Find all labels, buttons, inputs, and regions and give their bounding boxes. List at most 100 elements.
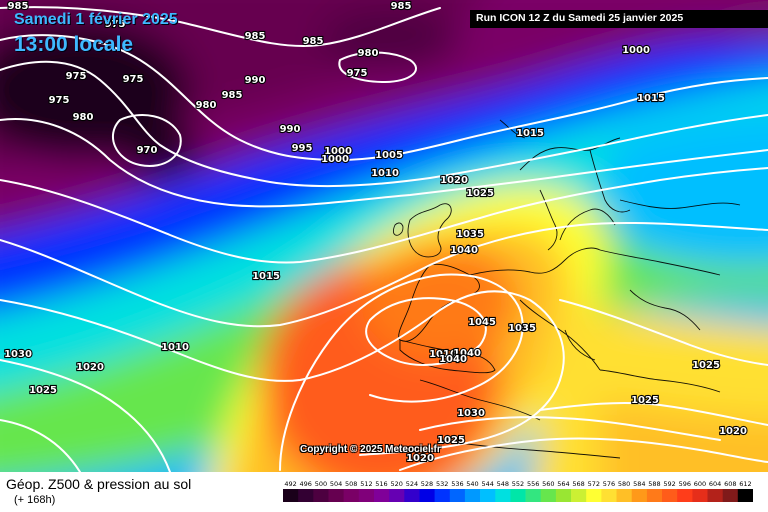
isobar-label: 980 [358, 48, 379, 59]
isobar-label: 1025 [631, 395, 659, 406]
isobar-label: 1020 [440, 175, 468, 186]
isobar-label: 1025 [29, 385, 57, 396]
scale-swatch [571, 489, 587, 502]
isobar-label: 980 [196, 100, 217, 111]
scale-tick-label: 540 [466, 480, 478, 488]
isobar-label: 975 [66, 71, 87, 82]
isobar-label: 975 [49, 95, 70, 106]
scale-swatch [662, 489, 678, 502]
isobar-label: 985 [245, 31, 266, 42]
forecast-date: Samedi 1 février 2025 [14, 11, 178, 28]
scale-tick-label: 584 [633, 480, 645, 488]
scale-swatch [313, 489, 329, 502]
isobar-label: 985 [222, 90, 243, 101]
isobar-label: 990 [245, 75, 266, 86]
scale-swatch [510, 489, 526, 502]
isobar-label: 1020 [406, 453, 434, 464]
scale-tick-label: 532 [436, 480, 448, 488]
scale-swatch [449, 489, 466, 502]
scale-swatch [616, 489, 632, 502]
isobar-label: 1030 [457, 408, 485, 419]
scale-swatch [737, 489, 753, 502]
scale-swatch [707, 489, 723, 502]
scale-tick-label: 524 [406, 480, 418, 488]
scale-tick-label: 592 [663, 480, 675, 488]
forecast-local-time: 13:00 locale [14, 33, 134, 56]
isobar-label: 1010 [429, 349, 457, 360]
scale-swatch [646, 489, 663, 502]
scale-tick-label: 492 [284, 480, 296, 488]
isobar-label: 1045 [468, 317, 496, 328]
legend-title: Géop. Z500 & pression au sol [6, 476, 192, 492]
isobar-label: 1010 [371, 168, 399, 179]
isobar-label: 975 [123, 74, 144, 85]
isobar-label: 1025 [692, 360, 720, 371]
legend-subtitle: (+ 168h) [14, 494, 56, 506]
run-info-box [470, 10, 768, 28]
scale-swatch [631, 489, 648, 502]
isobar-label: 1030 [4, 349, 32, 360]
isobar-label: 1040 [439, 354, 467, 365]
isobar-label: 995 [292, 143, 313, 154]
scale-tick-label: 596 [679, 480, 691, 488]
scale-swatch [525, 489, 542, 502]
isobar-label: 1035 [456, 229, 484, 240]
scale-swatch [586, 489, 602, 502]
scale-tick-label: 500 [315, 480, 327, 488]
isobar-label: 1020 [719, 426, 747, 437]
scale-swatch [389, 489, 405, 502]
scale-tick-label: 608 [724, 480, 736, 488]
isobar-label: 970 [137, 145, 158, 156]
scale-swatch [283, 489, 299, 502]
scale-tick-label: 528 [421, 480, 433, 488]
scale-swatch [419, 489, 435, 502]
scale-swatch [677, 489, 693, 502]
isobar-label: 1010 [161, 342, 189, 353]
isobar-label: 1015 [637, 93, 665, 104]
isobar-label: 1005 [375, 150, 403, 161]
scale-tick-label: 516 [375, 480, 387, 488]
scale-tick-label: 544 [481, 480, 493, 488]
scale-tick-label: 604 [709, 480, 721, 488]
isobar-label: 1025 [466, 188, 494, 199]
scale-tick-label: 600 [694, 480, 706, 488]
scale-tick-label: 520 [390, 480, 402, 488]
scale-swatch [480, 489, 496, 502]
scale-tick-label: 512 [360, 480, 372, 488]
isobar-label: 990 [280, 124, 301, 135]
scale-swatch [434, 489, 451, 502]
scale-tick-label: 580 [618, 480, 630, 488]
scale-tick-label: 588 [648, 480, 660, 488]
scale-tick-label: 556 [527, 480, 539, 488]
scale-tick-label: 564 [557, 480, 569, 488]
scale-swatch [495, 489, 511, 502]
scale-swatch [343, 489, 360, 502]
scale-swatch [722, 489, 739, 502]
isobar-label: 980 [73, 112, 94, 123]
scale-swatch [601, 489, 617, 502]
isobar-label: 1000 [622, 45, 650, 56]
scale-tick-label: 536 [451, 480, 463, 488]
scale-swatch [358, 489, 375, 502]
scale-swatch [555, 489, 572, 502]
isobar-label: 1000 [324, 146, 352, 157]
isobar-label: 975 [347, 68, 368, 79]
isobar-label: 985 [8, 1, 29, 12]
scale-tick-label: 552 [512, 480, 524, 488]
scale-tick-label: 576 [603, 480, 615, 488]
scale-tick-label: 568 [572, 480, 584, 488]
isobar-label: 1015 [252, 271, 280, 282]
scale-tick-label: 612 [739, 480, 751, 488]
isobar-label: 1040 [450, 245, 478, 256]
isobar-label: 1020 [76, 362, 104, 373]
scale-swatch [374, 489, 390, 502]
isobar-label: 1040 [453, 348, 481, 359]
isobar-label: 1015 [516, 128, 544, 139]
scale-tick-label: 504 [330, 480, 342, 488]
isobar-label: 1000 [321, 154, 349, 165]
scale-swatch [464, 489, 481, 502]
copyright-notice: Copyright © 2025 Meteociel.fr [300, 444, 441, 455]
isobar-label: 975 [105, 19, 126, 30]
